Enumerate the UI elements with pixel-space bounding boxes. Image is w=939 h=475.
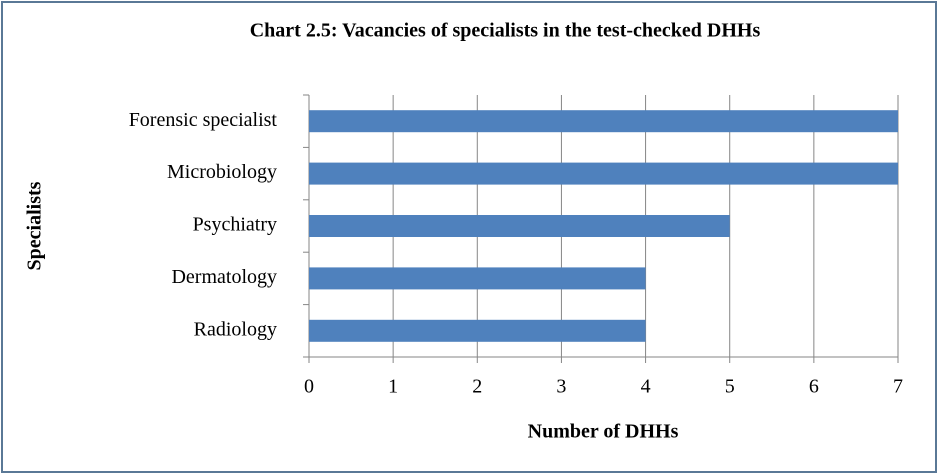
y-tick-label: Psychiatry [193, 214, 277, 236]
chart-title: Chart 2.5: Vacancies of specialists in t… [250, 20, 761, 42]
x-tick-label: 5 [725, 376, 735, 398]
x-tick-label: 3 [556, 376, 566, 398]
bar [309, 162, 898, 185]
x-tick-label: 0 [304, 376, 314, 398]
x-tick-label: 1 [388, 376, 398, 398]
y-tick-label: Microbiology [167, 161, 277, 183]
x-tick-label: 7 [893, 376, 903, 398]
bar [309, 215, 730, 237]
x-tick-label: 2 [472, 376, 482, 398]
bar [309, 110, 898, 133]
x-tick-label: 6 [809, 376, 819, 398]
y-tick-label: Forensic specialist [129, 109, 278, 131]
y-tick-label: Radiology [194, 318, 277, 340]
x-axis-label: Number of DHHs [528, 421, 679, 443]
x-tick-label: 4 [641, 376, 651, 398]
y-tick-label: Dermatology [171, 266, 277, 288]
y-axis-label: Specialists [24, 181, 46, 270]
bar [309, 319, 646, 342]
bar [309, 267, 646, 290]
